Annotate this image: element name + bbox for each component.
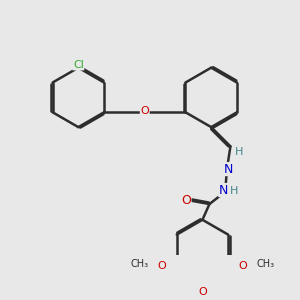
Text: CH₃: CH₃ [130, 260, 149, 269]
Text: O: O [181, 194, 191, 207]
Text: H: H [230, 186, 238, 196]
Text: N: N [219, 184, 228, 196]
Text: O: O [158, 262, 166, 272]
Text: O: O [238, 262, 247, 272]
Text: H: H [235, 147, 243, 157]
Text: N: N [224, 163, 233, 176]
Text: O: O [198, 287, 207, 297]
Text: CH₃: CH₃ [256, 260, 274, 269]
Text: O: O [140, 106, 149, 116]
Text: Cl: Cl [73, 60, 84, 70]
